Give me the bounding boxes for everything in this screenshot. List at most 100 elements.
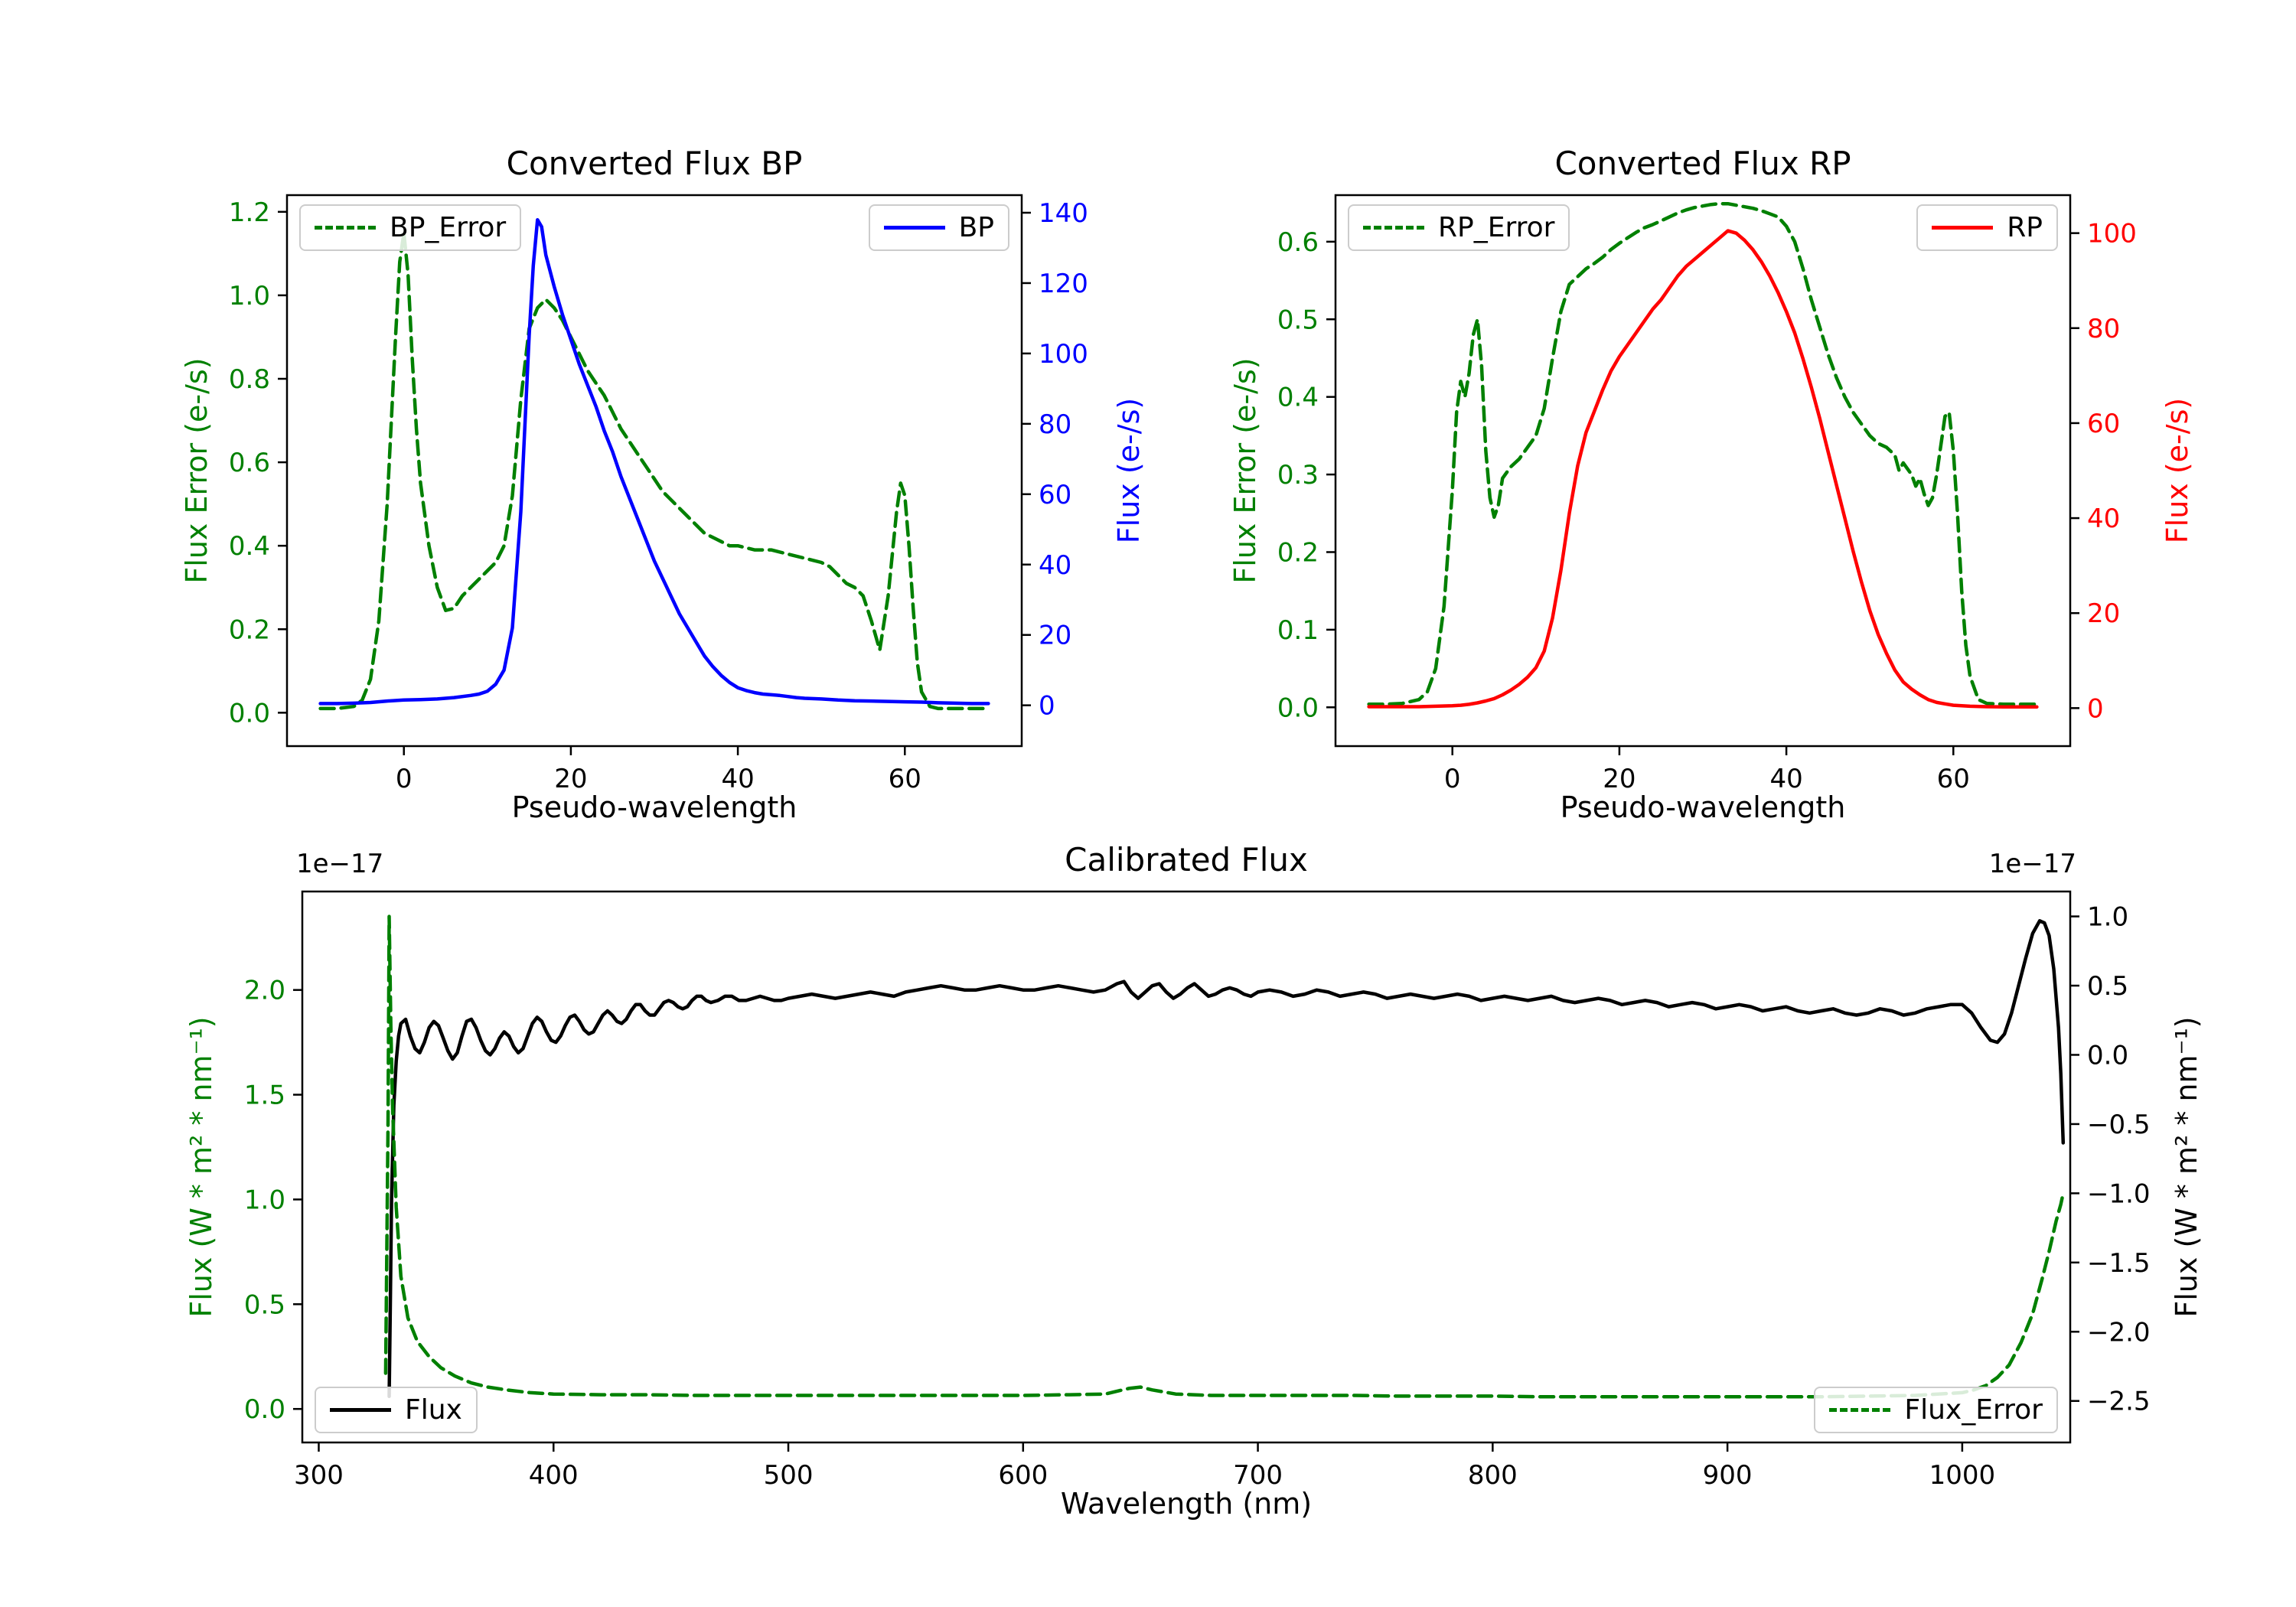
bp-error-legend-line-icon — [315, 226, 376, 230]
svg-text:40: 40 — [1039, 550, 1071, 581]
svg-text:20: 20 — [1039, 621, 1071, 651]
svg-text:−0.5: −0.5 — [2087, 1110, 2151, 1140]
svg-text:0.3: 0.3 — [1277, 460, 1319, 491]
bp-error-line — [318, 230, 990, 711]
rp-flux-line — [1367, 229, 2039, 709]
svg-text:1.5: 1.5 — [244, 1081, 285, 1111]
left-offset-text: 1e−17 — [296, 849, 384, 879]
bp-error-legend: BP_Error — [299, 204, 522, 251]
svg-text:20: 20 — [2087, 598, 2120, 629]
svg-text:60: 60 — [889, 764, 921, 794]
svg-text:1000: 1000 — [1929, 1460, 1996, 1491]
bp-flux-line — [318, 217, 990, 706]
svg-text:40: 40 — [1769, 764, 1802, 794]
svg-text:1.0: 1.0 — [229, 281, 270, 311]
flux-line — [387, 919, 2066, 1399]
svg-text:0.4: 0.4 — [1277, 383, 1319, 413]
flux-legend-label: Flux — [405, 1394, 462, 1426]
svg-text:100: 100 — [2087, 219, 2137, 249]
rp-subplot: Converted Flux RP Pseudo-wavelength Flux… — [1228, 145, 2194, 824]
svg-text:1.2: 1.2 — [229, 197, 270, 228]
bp-plot-area: 0 20 40 60 0.0 0.2 0.4 0.6 0.8 1.0 1.2 0 20 40 60 80 100… — [229, 194, 1088, 794]
svg-text:0.4: 0.4 — [229, 531, 270, 562]
svg-text:2.0: 2.0 — [244, 976, 285, 1006]
calibrated-subplot: Calibrated Flux Wavelength (nm) Flux (W … — [184, 841, 2203, 1521]
rp-ylabel-right: Flux (e-/s) — [2161, 397, 2194, 544]
svg-text:0.0: 0.0 — [229, 698, 270, 729]
svg-text:0.5: 0.5 — [1277, 305, 1319, 335]
svg-text:140: 140 — [1039, 198, 1088, 229]
svg-text:−1.5: −1.5 — [2087, 1248, 2151, 1279]
svg-text:0: 0 — [2087, 693, 2104, 724]
svg-text:−2.0: −2.0 — [2087, 1317, 2151, 1348]
svg-text:1.0: 1.0 — [244, 1185, 285, 1215]
svg-text:0.0: 0.0 — [244, 1394, 285, 1425]
svg-text:0.1: 0.1 — [1277, 615, 1319, 646]
svg-text:60: 60 — [1039, 480, 1071, 510]
rp-error-line — [1367, 201, 2039, 706]
rp-legend-label: RP — [2007, 212, 2043, 243]
svg-text:60: 60 — [2087, 409, 2120, 439]
bp-ylabel-right: Flux (e-/s) — [1112, 397, 1146, 544]
bp-ylabel-left: Flux Error (e-/s) — [180, 357, 214, 584]
svg-text:40: 40 — [2087, 504, 2120, 534]
rp-plot-area: 0 20 40 60 0.0 0.1 0.2 0.3 0.4 0.5 0.6 0 20 40 60 80 100 — [1277, 194, 2137, 794]
flux-error-legend: Flux_Error — [1814, 1387, 2058, 1433]
rp-legend-line-icon — [1932, 226, 1994, 230]
svg-text:0.2: 0.2 — [1277, 537, 1319, 568]
calibrated-xlabel: Wavelength (nm) — [1060, 1487, 1313, 1521]
svg-text:0.6: 0.6 — [229, 448, 270, 478]
svg-text:600: 600 — [998, 1460, 1048, 1491]
svg-text:0.0: 0.0 — [2087, 1040, 2128, 1071]
svg-text:0.6: 0.6 — [1277, 227, 1319, 258]
rp-xlabel: Pseudo-wavelength — [1560, 790, 1846, 824]
rp-error-legend-line-icon — [1363, 226, 1424, 230]
flux-error-legend-label: Flux_Error — [1904, 1394, 2043, 1426]
flux-legend: Flux — [315, 1387, 478, 1433]
svg-text:0.5: 0.5 — [244, 1289, 285, 1320]
svg-text:900: 900 — [1703, 1460, 1753, 1491]
flux-legend-line-icon — [330, 1408, 391, 1412]
rp-title: Converted Flux RP — [1554, 145, 1851, 182]
bp-error-legend-label: BP_Error — [390, 212, 507, 243]
bp-legend-line-icon — [883, 226, 945, 230]
calibrated-title: Calibrated Flux — [1065, 841, 1308, 878]
svg-text:700: 700 — [1233, 1460, 1283, 1491]
svg-text:0: 0 — [1444, 764, 1461, 794]
svg-text:0.8: 0.8 — [229, 364, 270, 395]
svg-text:0.0: 0.0 — [1277, 693, 1319, 723]
svg-text:−1.0: −1.0 — [2087, 1178, 2151, 1209]
svg-text:0: 0 — [1039, 691, 1055, 722]
svg-text:60: 60 — [1937, 764, 1970, 794]
bp-legend-label: BP — [958, 212, 994, 243]
bp-subplot: Converted Flux BP Pseudo-wavelength Flux… — [180, 145, 1146, 824]
svg-text:500: 500 — [764, 1460, 814, 1491]
bp-legend: BP — [868, 204, 1009, 251]
svg-text:0.2: 0.2 — [229, 614, 270, 645]
svg-text:0.5: 0.5 — [2087, 971, 2128, 1002]
rp-ylabel-left: Flux Error (e-/s) — [1228, 357, 1262, 584]
rp-error-legend: RP_Error — [1348, 204, 1570, 251]
rp-error-legend-label: RP_Error — [1438, 212, 1555, 243]
svg-text:20: 20 — [1603, 764, 1636, 794]
svg-text:40: 40 — [721, 764, 754, 794]
svg-text:120: 120 — [1039, 269, 1088, 299]
right-offset-text: 1e−17 — [1988, 849, 2076, 879]
svg-text:300: 300 — [294, 1460, 344, 1491]
svg-text:800: 800 — [1468, 1460, 1518, 1491]
svg-text:20: 20 — [554, 764, 587, 794]
bp-xlabel: Pseudo-wavelength — [511, 790, 797, 824]
svg-text:100: 100 — [1039, 339, 1088, 370]
svg-text:0: 0 — [396, 764, 413, 794]
svg-text:1.0: 1.0 — [2087, 902, 2128, 933]
flux-error-legend-line-icon — [1829, 1408, 1891, 1412]
bp-title: Converted Flux BP — [506, 145, 803, 182]
svg-text:−2.5: −2.5 — [2087, 1387, 2151, 1417]
svg-text:80: 80 — [2087, 314, 2120, 344]
svg-text:400: 400 — [529, 1460, 579, 1491]
calibrated-ylabel-right: Flux (W * m² * nm⁻¹) — [2170, 1016, 2203, 1318]
rp-legend: RP — [1916, 204, 2058, 251]
calibrated-plot-area: 300 400 500 600 700 800 900 1000 0.0 0.5 1.0 1.5 2.0… — [244, 890, 2151, 1491]
svg-text:80: 80 — [1039, 409, 1071, 440]
